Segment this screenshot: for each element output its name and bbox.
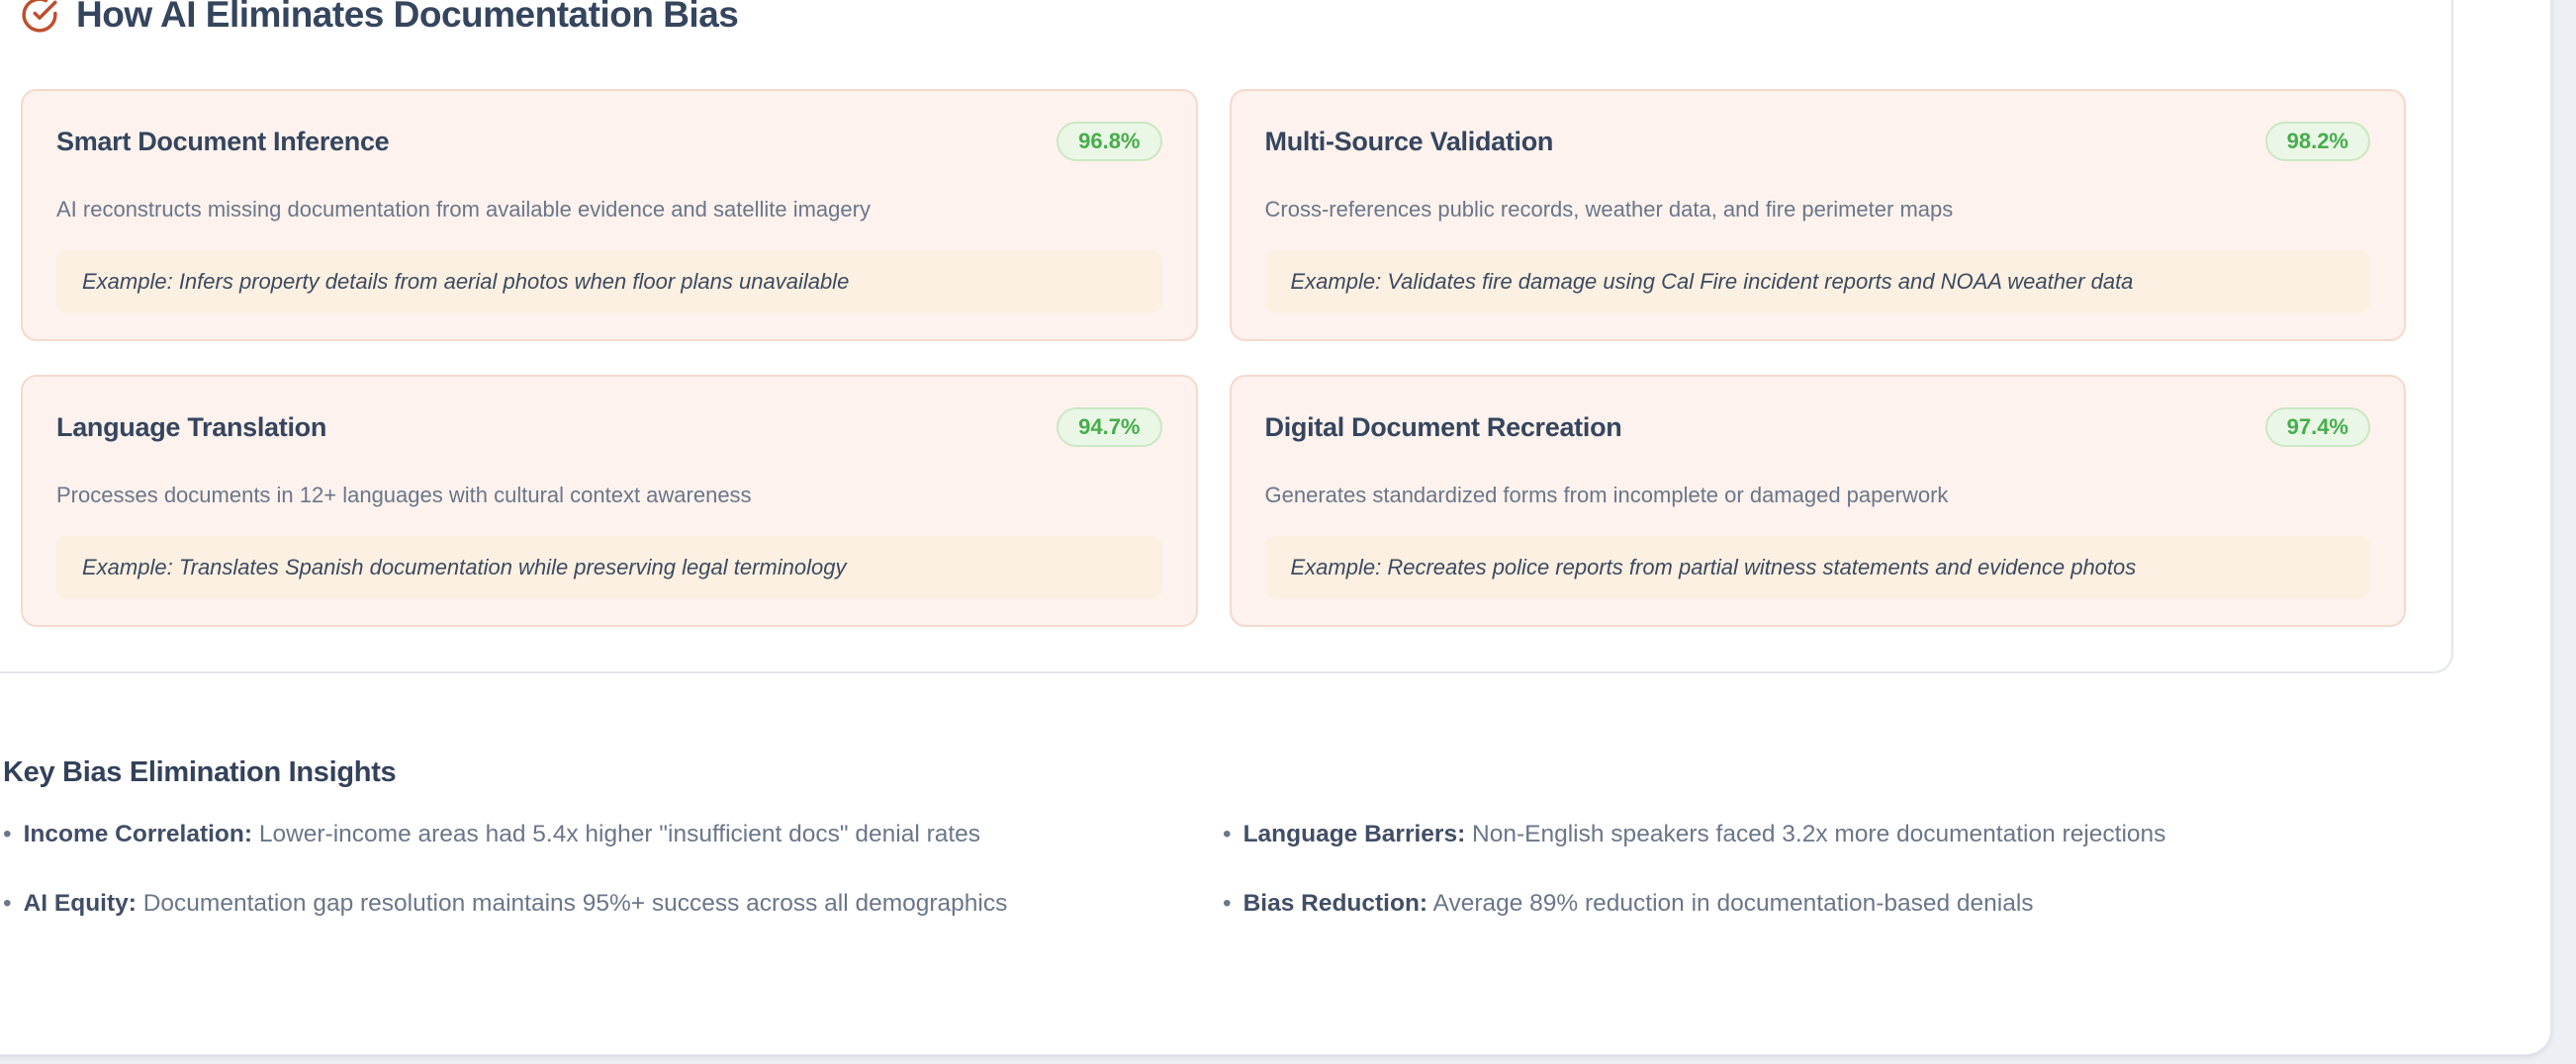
insights-section: Key Bias Elimination Insights Income Cor… [3, 756, 2476, 934]
method-header: Language Translation 94.7% [56, 402, 1162, 452]
method-header: Multi-Source Validation 98.2% [1264, 117, 2370, 166]
method-header: Digital Document Recreation 97.4% [1264, 402, 2370, 452]
method-description: AI reconstructs missing documentation fr… [56, 197, 871, 222]
accuracy-badge: 96.8% [1057, 122, 1162, 161]
insight-label: Income Correlation: [23, 821, 253, 847]
method-card-digital-document-recreation: Digital Document Recreation 97.4% Genera… [1229, 375, 2406, 627]
method-card-smart-document-inference: Smart Document Inference 96.8% AI recons… [21, 89, 1198, 341]
insight-income-correlation: Income Correlation: Lower-income areas h… [3, 820, 1223, 849]
insight-language-barriers: Language Barriers: Non-English speakers … [1223, 820, 2476, 849]
method-title: Language Translation [56, 411, 327, 442]
insights-list: Income Correlation: Lower-income areas h… [3, 820, 2476, 919]
accuracy-badge: 94.7% [1057, 407, 1162, 447]
circle-check-icon [22, 0, 57, 33]
method-example: Example: Translates Spanish documentatio… [56, 536, 1162, 598]
insights-heading: Key Bias Elimination Insights [3, 756, 397, 788]
insight-text: Documentation gap resolution maintains 9… [142, 890, 1008, 917]
insight-text: Non-English speakers faced 3.2x more doc… [1472, 821, 2166, 847]
method-title: Smart Document Inference [56, 126, 390, 156]
documentation-bias-card: How AI Eliminates Documentation Bias Sma… [0, 0, 2453, 673]
insight-bias-reduction: Bias Reduction: Average 89% reduction in… [1223, 889, 2476, 919]
method-example: Example: Validates fire damage using Cal… [1264, 250, 2370, 312]
bullet-dot [3, 821, 12, 847]
method-example: Example: Infers property details from ae… [56, 250, 1162, 312]
bullet-dot [1223, 821, 1232, 847]
bullet-dot [1223, 890, 1232, 917]
method-description: Cross-references public records, weather… [1264, 197, 1954, 222]
card-header: How AI Eliminates Documentation Bias [21, 0, 2406, 37]
insight-ai-equity: AI Equity: Documentation gap resolution … [3, 889, 1223, 919]
method-description: Processes documents in 12+ languages wit… [56, 483, 752, 507]
methods-grid: Smart Document Inference 96.8% AI recons… [21, 89, 2406, 627]
method-title: Multi-Source Validation [1264, 126, 1554, 156]
method-description: Generates standardized forms from incomp… [1264, 483, 1949, 507]
insight-text: Lower-income areas had 5.4x higher "insu… [258, 821, 981, 847]
method-card-language-translation: Language Translation 94.7% Processes doc… [21, 375, 1198, 627]
bullet-dot [3, 890, 12, 917]
method-card-multi-source-validation: Multi-Source Validation 98.2% Cross-refe… [1229, 89, 2406, 341]
insight-text: Average 89% reduction in documentation-b… [1432, 890, 2034, 917]
method-example: Example: Recreates police reports from p… [1264, 536, 2370, 598]
method-title: Digital Document Recreation [1264, 411, 1622, 442]
accuracy-badge: 97.4% [2264, 407, 2370, 447]
method-header: Smart Document Inference 96.8% [56, 117, 1162, 166]
insight-label: Bias Reduction: [1242, 890, 1428, 917]
page-title: How AI Eliminates Documentation Bias [76, 0, 739, 35]
insight-label: AI Equity: [23, 890, 137, 917]
accuracy-badge: 98.2% [2264, 122, 2370, 161]
insight-label: Language Barriers: [1242, 821, 1466, 847]
